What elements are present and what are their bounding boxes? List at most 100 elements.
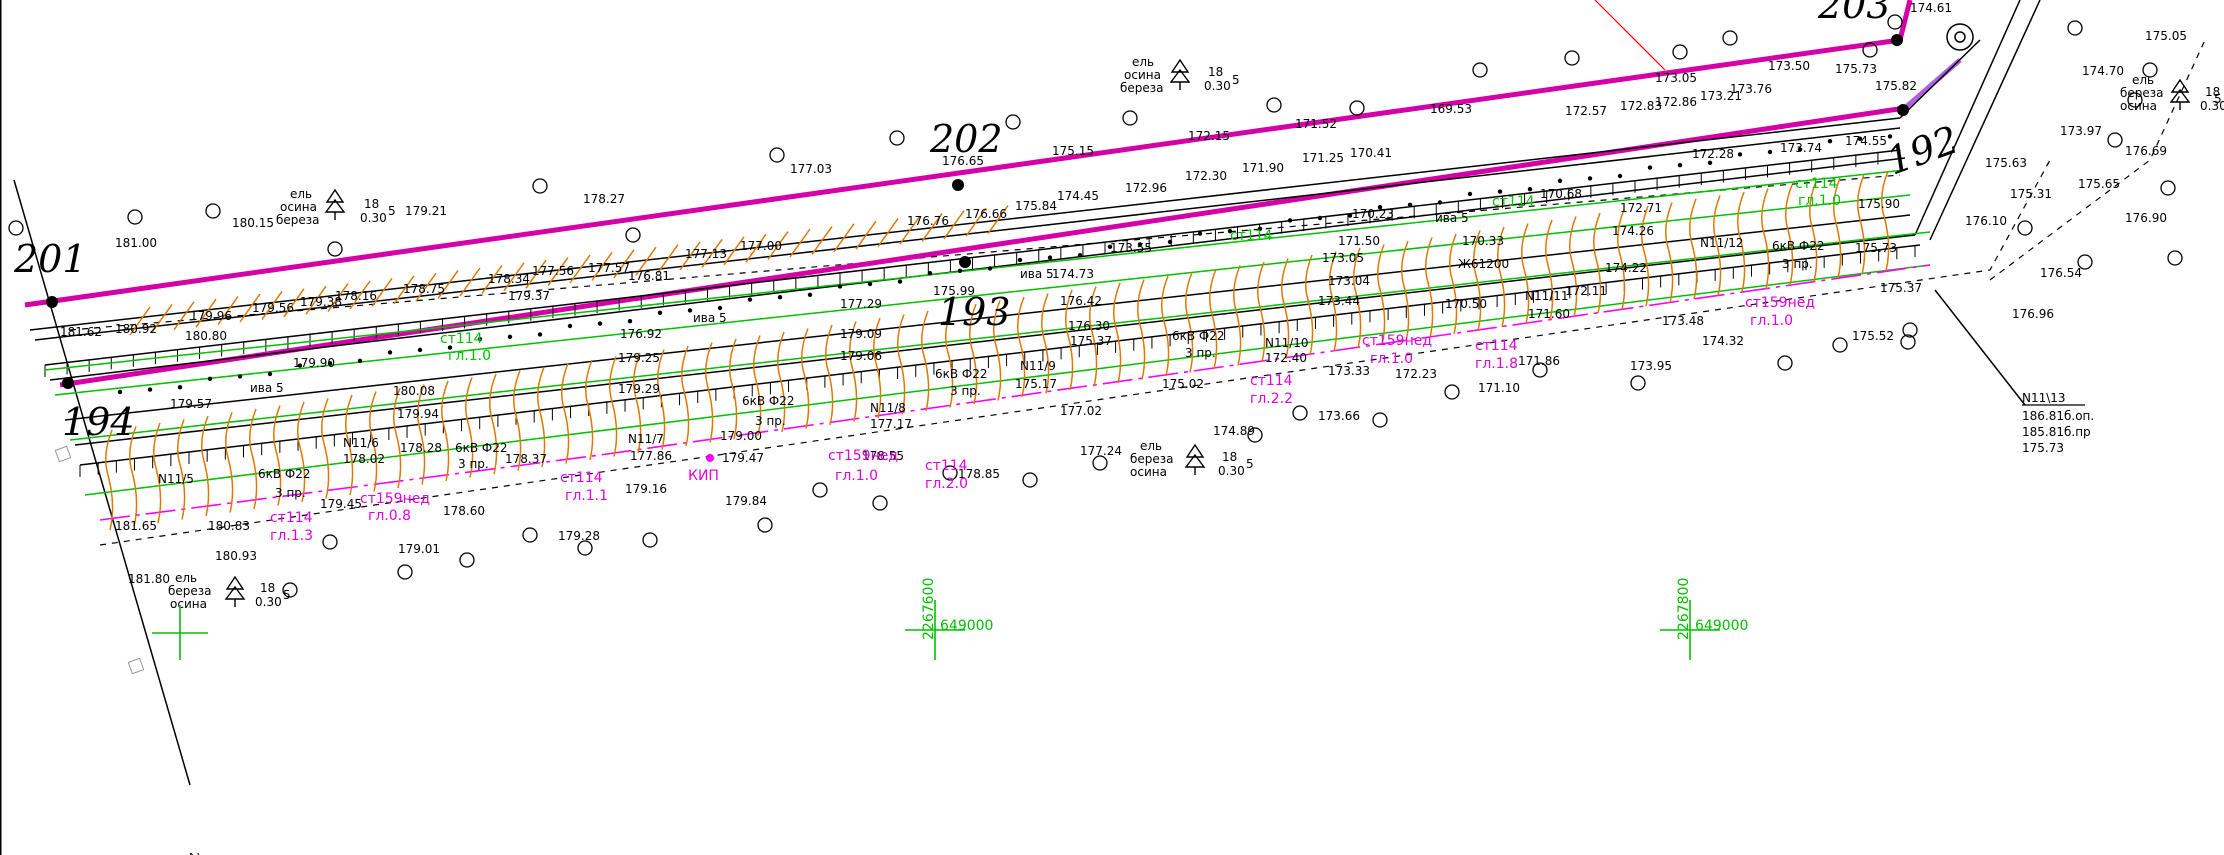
- tree-species: ель: [2132, 73, 2154, 87]
- point-dot: [927, 271, 933, 276]
- point-dot: [687, 308, 693, 313]
- tree-species: ель: [175, 571, 197, 585]
- tree-count: 5: [283, 588, 291, 602]
- pipe-label: гл.1.3: [270, 528, 313, 544]
- elevation: 173.50: [1768, 59, 1810, 73]
- cable-label: 6кВ Ф22: [935, 367, 988, 381]
- elevation: 172.96: [1125, 181, 1167, 195]
- contour-segment: [239, 293, 261, 323]
- tree-note-3: ель береза осина 18 0.30 5: [2120, 73, 2224, 113]
- tree-species: осина: [2120, 99, 2157, 113]
- contour-segment: [811, 225, 833, 255]
- contour-segment: [745, 233, 767, 263]
- elevation: 177.56: [532, 264, 574, 278]
- tree-note-5: ель береза осина 18 0.30 5: [168, 571, 291, 611]
- tree-circle: [2017, 220, 2033, 236]
- elevation: 172.15: [1188, 129, 1230, 143]
- elevation: 176.76: [907, 214, 949, 228]
- contour-segment: [417, 384, 426, 485]
- elevation: 174.61: [1910, 1, 1952, 15]
- tree-species: осина: [170, 597, 207, 611]
- dashed-boundary-east: [1989, 39, 2206, 281]
- elevation: 171.60: [1528, 307, 1570, 321]
- point-dot: [1107, 244, 1113, 249]
- elevation: 173.05: [1322, 251, 1364, 265]
- point-dot: [387, 350, 393, 355]
- tree-circle: [625, 227, 641, 243]
- point-dot: [897, 279, 903, 284]
- contour-segment: [635, 246, 657, 276]
- elevation: 173.55: [1110, 241, 1152, 255]
- cable-label: N11/12: [1700, 236, 1744, 250]
- marker-square: [54, 445, 72, 463]
- contour-segment: [1017, 296, 1026, 398]
- contour-segment: [705, 342, 714, 443]
- contour-segment: [129, 306, 151, 336]
- tree-note-1: ель осина береза 18 0.30 5: [276, 187, 396, 227]
- point-dot: [567, 323, 573, 329]
- tree-diameter: 0.30: [360, 211, 387, 225]
- contour-segment: [1281, 258, 1290, 359]
- tree-circle: [872, 495, 888, 511]
- point-dot: [1557, 178, 1563, 183]
- tree-icon: [324, 188, 346, 220]
- contour-segment: [681, 345, 690, 447]
- elevation: 172.23: [1395, 367, 1437, 381]
- elevation: 174.22: [1605, 261, 1647, 275]
- point-dot: [177, 385, 183, 390]
- tree-circle: [577, 540, 593, 556]
- contour-segment: [849, 321, 858, 422]
- cable-label: N11/9: [1020, 359, 1056, 373]
- elevation: 179.16: [625, 482, 667, 496]
- tree-height: 18: [364, 197, 379, 211]
- point-dot: [1137, 242, 1143, 247]
- elevation: 179.06: [840, 349, 882, 363]
- elevation: 181.80: [128, 572, 170, 586]
- elevation: 172.83: [1620, 99, 1662, 113]
- pipe-label: гл.2.2: [1250, 391, 1293, 407]
- tree-diameter: 0.30: [255, 595, 282, 609]
- grid-cross-1: 2267600 649000: [905, 578, 993, 660]
- pipe-label-green: гл.1.0: [448, 348, 491, 364]
- tree-species: береза: [1130, 452, 1174, 466]
- tree-circle: [1266, 97, 1282, 113]
- cable-label: 3 пр.: [1782, 257, 1813, 271]
- elevation: 171.10: [1478, 381, 1520, 395]
- elevation: 180.92: [115, 322, 157, 336]
- point-dot: [1047, 255, 1053, 260]
- contour-segment: [151, 303, 173, 333]
- elevation: 172.40: [1265, 351, 1307, 365]
- elevation: 179.29: [618, 382, 660, 396]
- contour-segment: [943, 210, 965, 240]
- elevation: 179.47: [722, 451, 764, 465]
- elevation: 170.68: [1540, 187, 1582, 201]
- elevation: 178.55: [862, 449, 904, 463]
- elevation: 175.37: [1070, 334, 1112, 348]
- elevation: 177.17: [870, 417, 912, 431]
- elevation: 174.70: [2082, 64, 2124, 78]
- elevation: 171.90: [1242, 161, 1284, 175]
- contour-segment: [969, 303, 978, 405]
- point-dot: [357, 358, 363, 363]
- elevation: 179.94: [397, 407, 439, 421]
- elevation: 179.38: [300, 295, 342, 309]
- elevation: 175.37: [1880, 281, 1922, 295]
- grid-cross-3: [152, 605, 208, 660]
- contour-segment: [327, 283, 349, 313]
- contour-segment: [297, 401, 306, 503]
- contour-segment: [767, 231, 789, 261]
- point-dot: [867, 281, 873, 287]
- tree-circle: [1472, 62, 1488, 78]
- elevation: 180.15: [232, 216, 274, 230]
- contour-segment: [1569, 216, 1578, 317]
- pipe-label: гл.1.1: [565, 488, 608, 504]
- contour-segment: [1425, 237, 1434, 338]
- elevation: 170.50: [1445, 297, 1487, 311]
- tree-species: береза: [2120, 86, 2164, 100]
- pipe-label: ст159нед: [1362, 333, 1432, 349]
- contour-segment: [217, 296, 239, 326]
- elevation: 176.92: [620, 327, 662, 341]
- tree-circle: [2167, 250, 2183, 266]
- elevation: 173.33: [1328, 364, 1370, 378]
- point-dot: [1677, 163, 1683, 168]
